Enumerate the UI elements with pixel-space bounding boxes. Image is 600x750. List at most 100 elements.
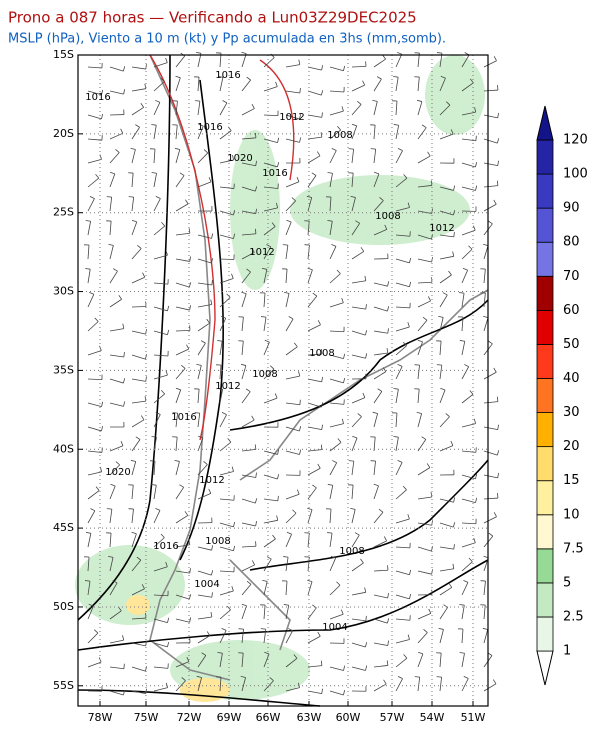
wind-barb-flag xyxy=(226,293,231,298)
wind-barb-flag xyxy=(332,460,337,464)
wind-barb-flag xyxy=(436,52,443,54)
wind-barb-flag xyxy=(320,660,323,666)
wind-barb-flag xyxy=(336,581,341,586)
wind-barb-flag xyxy=(428,608,432,614)
wind-barb-flag xyxy=(211,545,214,551)
wind-barb xyxy=(307,66,322,71)
isobar xyxy=(229,299,489,431)
wind-barb xyxy=(153,393,165,404)
wind-barb-flag xyxy=(483,243,489,246)
wind-barb-flag xyxy=(151,436,157,438)
wind-barb-flag xyxy=(468,245,473,250)
colorbar-label: 100 xyxy=(563,167,588,182)
wind-barb xyxy=(131,66,146,70)
wind-barb xyxy=(439,546,454,550)
wind-barb xyxy=(483,138,498,144)
wind-barb-flag xyxy=(343,377,346,383)
wind-barb-flag xyxy=(123,352,125,358)
wind-barb-flag xyxy=(231,466,234,472)
wind-barb-flag xyxy=(402,485,407,491)
wind-barb-flag xyxy=(354,532,360,536)
wind-barb xyxy=(131,642,146,647)
colorbar-box xyxy=(536,207,554,243)
wind-barb-flag xyxy=(245,388,251,393)
wind-barb-flag xyxy=(297,682,300,688)
wind-barb-flag xyxy=(365,665,368,671)
wind-barb-flag xyxy=(365,615,367,621)
wind-barb-flag xyxy=(343,65,346,71)
wind-barb xyxy=(329,273,341,284)
wind-barb-flag xyxy=(93,629,99,634)
wind-barb-flag xyxy=(84,580,91,582)
wind-barb-flag xyxy=(277,137,280,143)
wind-barb-flag xyxy=(251,247,255,253)
wind-barb xyxy=(439,677,443,692)
wind-barb xyxy=(395,570,410,576)
wind-barb-flag xyxy=(175,75,181,79)
wind-barb xyxy=(373,461,376,476)
wind-barb xyxy=(153,687,168,692)
colorbar-label: 80 xyxy=(563,235,580,250)
wind-barb-flag xyxy=(351,123,357,127)
wind-barb-flag xyxy=(336,269,341,274)
wind-barb-flag xyxy=(288,628,293,632)
wind-barb xyxy=(175,413,179,428)
wind-barb xyxy=(153,461,156,476)
wind-barb-flag xyxy=(299,137,302,143)
wind-barb-flag xyxy=(387,592,389,599)
wind-barb xyxy=(417,496,432,500)
wind-barb-flag xyxy=(165,561,168,567)
wind-barb xyxy=(153,510,161,524)
wind-barb-flag xyxy=(211,570,214,576)
colorbar-label: 60 xyxy=(563,303,580,318)
wind-barb xyxy=(351,197,356,212)
wind-barb-flag xyxy=(255,520,257,527)
wind-barb xyxy=(109,509,113,524)
red-contour xyxy=(259,59,295,181)
wind-barb xyxy=(285,200,296,212)
wind-barb-flag xyxy=(261,268,267,270)
wind-barb xyxy=(439,186,454,191)
lat-label: 25S xyxy=(53,206,74,219)
wind-barb-flag xyxy=(497,160,499,166)
lat-label: 35S xyxy=(53,363,74,376)
wind-barb-flag xyxy=(331,148,337,151)
wind-barb-flag xyxy=(382,54,386,60)
wind-barb xyxy=(219,590,234,596)
wind-barb xyxy=(395,489,407,500)
wind-barb-flag xyxy=(90,508,96,512)
wind-barb-flag xyxy=(320,90,324,96)
wind-barb xyxy=(307,295,318,308)
wind-barb xyxy=(439,568,454,572)
wind-barb xyxy=(241,186,256,192)
wind-barb xyxy=(483,317,489,332)
wind-barb-flag xyxy=(194,100,200,102)
wind-barb-flag xyxy=(131,531,137,535)
wind-barb-flag xyxy=(269,677,274,682)
wind-barb xyxy=(439,317,444,332)
wind-barb xyxy=(197,258,212,264)
wind-barb xyxy=(197,677,202,692)
wind-barb xyxy=(285,269,288,284)
wind-barb xyxy=(285,221,292,236)
wind-barb xyxy=(483,269,486,284)
wind-barb-flag xyxy=(331,243,337,247)
wind-barb xyxy=(417,546,432,552)
wind-barb xyxy=(219,570,234,573)
wind-barb xyxy=(439,255,454,260)
lat-label: 20S xyxy=(53,127,74,140)
wind-barb xyxy=(439,445,454,452)
wind-barb xyxy=(461,561,473,572)
wind-barb xyxy=(373,149,377,164)
wind-barb xyxy=(109,132,123,140)
colorbar-box xyxy=(536,139,554,175)
wind-barb-flag xyxy=(453,497,456,503)
wind-barb xyxy=(109,173,116,188)
wind-barb xyxy=(395,207,410,212)
wind-barb-flag xyxy=(468,557,473,562)
wind-barb xyxy=(109,639,124,644)
wind-barb xyxy=(175,389,182,404)
wind-barb-flag xyxy=(343,665,346,671)
wind-barb xyxy=(263,519,278,524)
isobar-label: 1016 xyxy=(262,168,287,179)
